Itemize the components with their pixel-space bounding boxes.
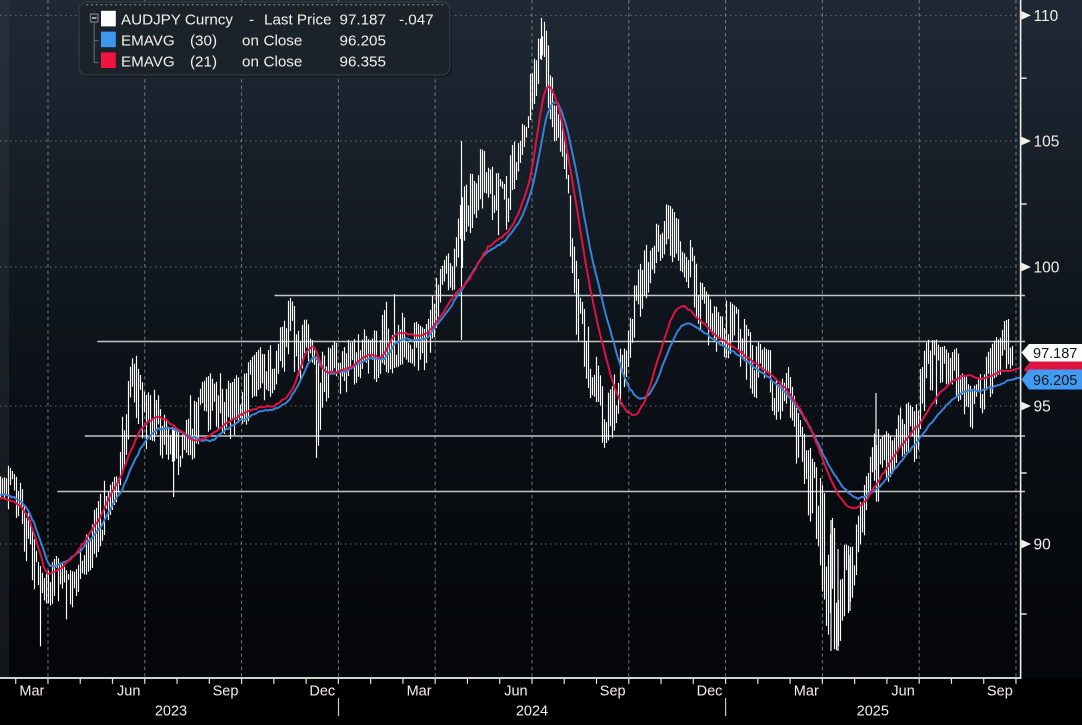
svg-text:Jun: Jun xyxy=(504,684,527,700)
svg-text:Sep: Sep xyxy=(987,684,1013,700)
svg-text:(21): (21) xyxy=(190,54,217,71)
svg-text:Sep: Sep xyxy=(600,684,626,700)
svg-text:Jun: Jun xyxy=(117,684,140,700)
svg-text:Mar: Mar xyxy=(794,684,819,700)
svg-text:Close: Close xyxy=(264,33,303,50)
svg-text:96.205: 96.205 xyxy=(340,33,386,50)
svg-text:AUDJPY Curncy: AUDJPY Curncy xyxy=(121,12,233,29)
svg-text:EMAVG: EMAVG xyxy=(121,33,175,50)
svg-text:Last Price: Last Price xyxy=(264,12,332,29)
svg-text:96.205: 96.205 xyxy=(1033,373,1077,389)
svg-text:2024: 2024 xyxy=(516,704,548,720)
svg-text:Mar: Mar xyxy=(19,684,44,700)
svg-text:on: on xyxy=(242,33,259,50)
svg-text:105: 105 xyxy=(1034,133,1060,150)
svg-text:110: 110 xyxy=(1034,8,1059,25)
svg-text:Mar: Mar xyxy=(407,684,432,700)
svg-text:Jun: Jun xyxy=(891,684,914,700)
svg-text:95: 95 xyxy=(1034,398,1051,415)
svg-text:97.187: 97.187 xyxy=(340,12,386,29)
svg-text:Sep: Sep xyxy=(213,684,239,700)
svg-text:EMAVG: EMAVG xyxy=(121,54,175,71)
svg-text:Close: Close xyxy=(264,54,303,71)
svg-text:100: 100 xyxy=(1034,259,1060,276)
svg-text:-: - xyxy=(249,12,254,29)
svg-text:-.047: -.047 xyxy=(399,12,434,29)
svg-text:Dec: Dec xyxy=(309,684,335,700)
svg-text:2025: 2025 xyxy=(857,704,889,720)
svg-text:on: on xyxy=(242,54,259,71)
svg-text:Dec: Dec xyxy=(697,684,723,700)
svg-text:96.355: 96.355 xyxy=(340,54,386,71)
svg-text:97.187: 97.187 xyxy=(1033,346,1077,362)
svg-text:(30): (30) xyxy=(190,33,217,50)
svg-text:90: 90 xyxy=(1034,536,1052,553)
svg-text:2023: 2023 xyxy=(155,704,187,720)
